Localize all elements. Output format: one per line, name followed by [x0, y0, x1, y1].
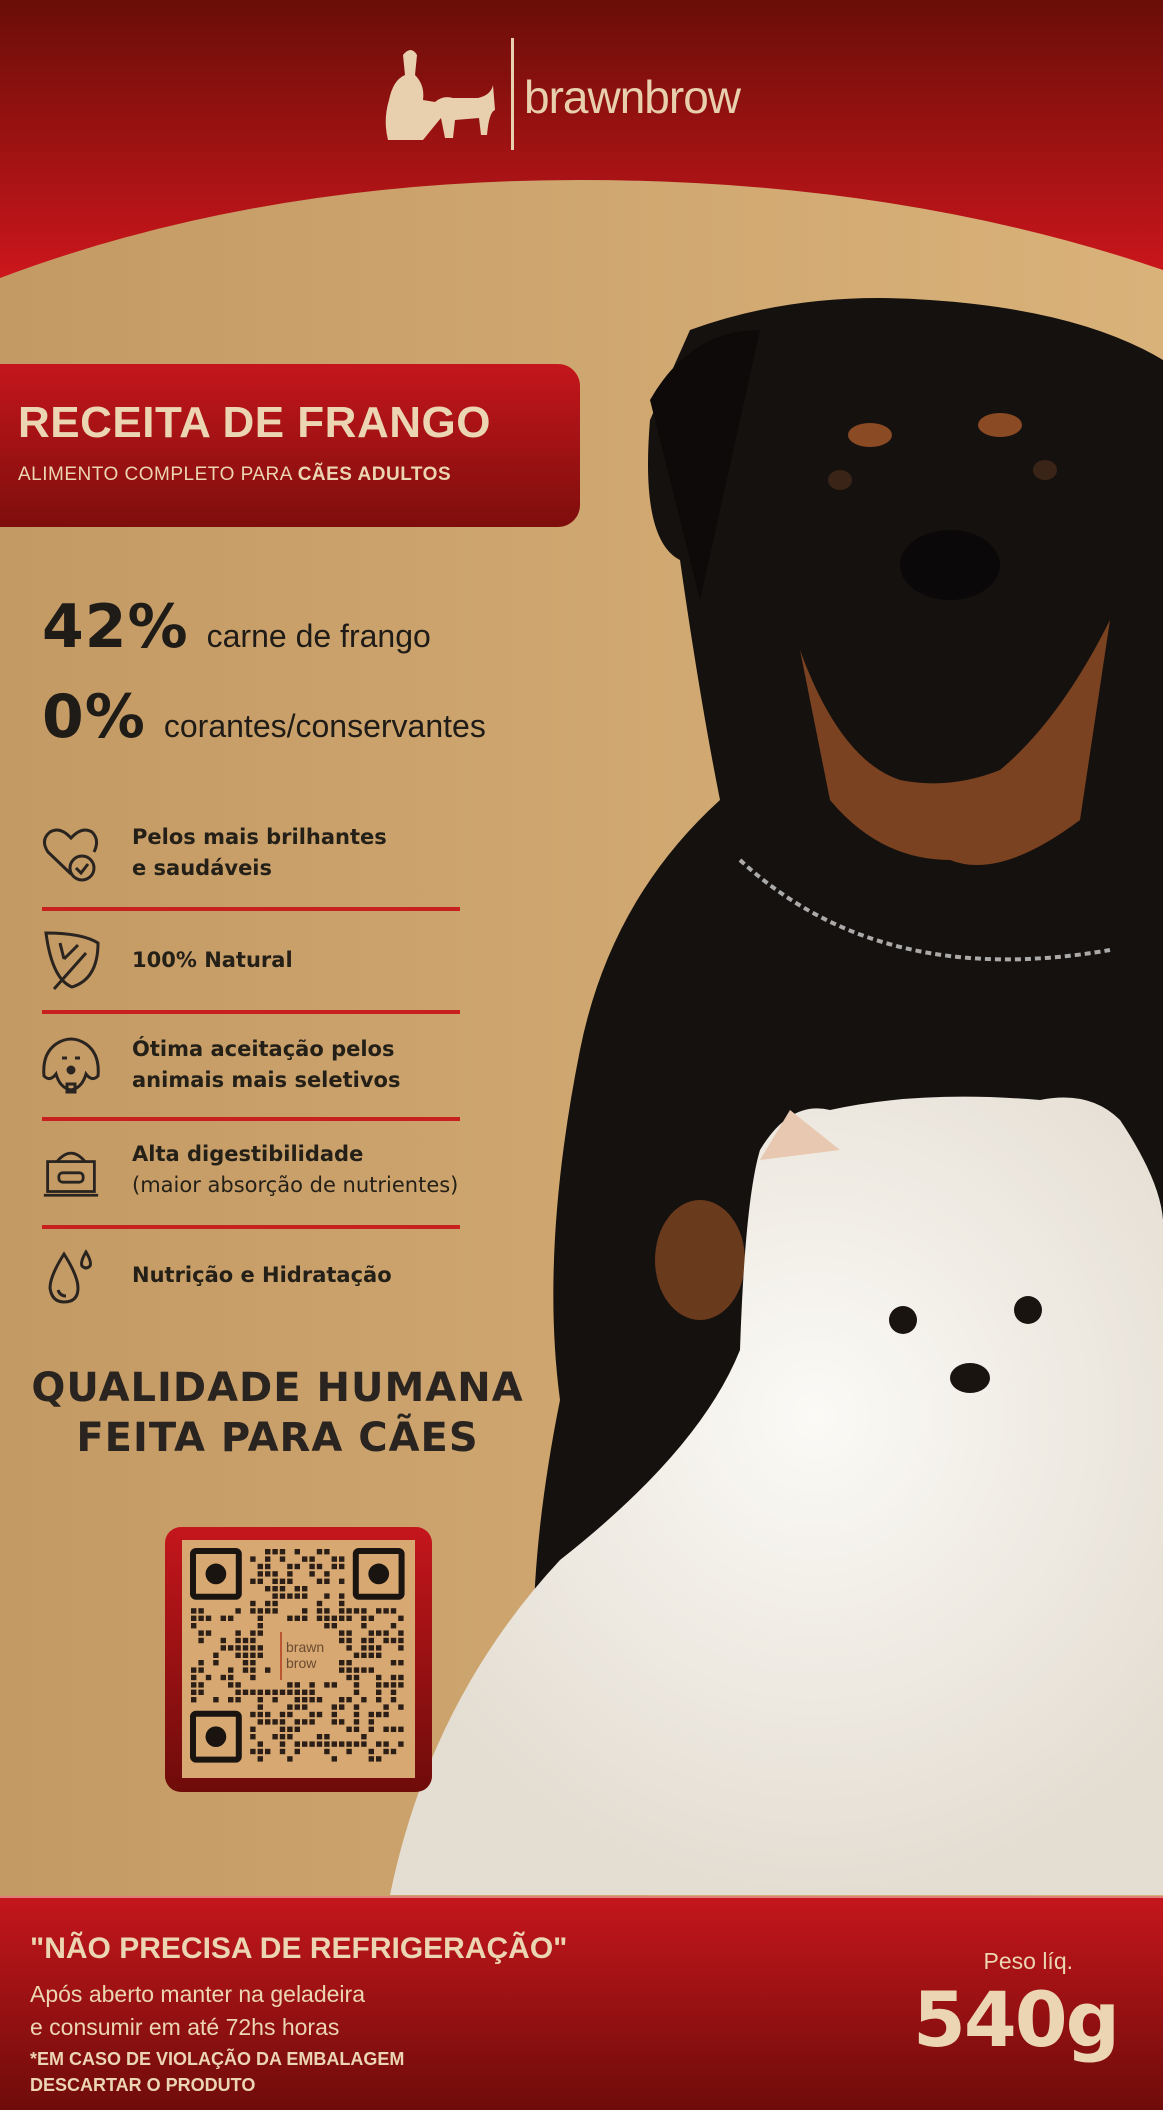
packaging-warning: *EM CASO DE VIOLAÇÃO DA EMBALAGEM DESCART… [30, 2046, 404, 2098]
stat-value: 0% [42, 682, 146, 752]
heart-check-icon [43, 828, 99, 882]
logo-divider [511, 38, 514, 150]
qr-finder [352, 1548, 405, 1600]
food-bowl-icon [43, 1151, 99, 1197]
no-refrigeration-headline: "NÃO PRECISA DE REFRIGERAÇÃO" [30, 1932, 568, 1965]
net-weight-label: Peso líq. [983, 1948, 1074, 1974]
tagline-line-1: QUALIDADE HUMANA [31, 1365, 524, 1411]
stat-additives: 0% corantes/conservantes [42, 682, 486, 752]
divider [42, 1010, 460, 1014]
warning-line-1: *EM CASO DE VIOLAÇÃO DA EMBALAGEM [30, 2049, 405, 2069]
feature-item: Pelos mais brilhantes e saudáveis [42, 818, 562, 888]
feature-line-1: Pelos mais brilhantes [132, 825, 387, 849]
recipe-title: RECEITA DE FRANGO [18, 398, 491, 447]
qr-brand-text: brawn [286, 1639, 324, 1655]
divider [42, 907, 460, 911]
stat-meat: 42% carne de frango [42, 592, 431, 662]
tagline-line-2: FEITA PARA CÃES [76, 1415, 479, 1461]
stat-value: 42% [42, 592, 189, 662]
storage-line-2: e consumir em até 72hs horas [30, 2014, 340, 2040]
recipe-banner [0, 364, 580, 527]
qr-code[interactable]: brawn brow [165, 1527, 432, 1792]
feature-item: Ótima aceitação pelos animais mais seleti… [42, 1030, 562, 1100]
stat-label: carne de frango [206, 618, 431, 654]
feature-item: Alta digestibilidade (maior absorção de n… [42, 1135, 562, 1205]
subtitle-prefix: ALIMENTO COMPLETO PARA [18, 464, 298, 485]
qr-finder [190, 1710, 242, 1763]
qr-finder [190, 1548, 242, 1600]
qr-brand-text: brow [286, 1655, 317, 1671]
warning-line-2: DESCARTAR O PRODUTO [30, 2075, 256, 2095]
feature-line-1: 100% Natural [132, 947, 293, 972]
brand-name: brawnbrow [524, 71, 741, 123]
divider [42, 1225, 460, 1229]
feature-line-1: Nutrição e Hidratação [132, 1262, 392, 1287]
feature-line-2: e saudáveis [132, 856, 273, 880]
subtitle-bold: CÃES ADULTOS [297, 464, 452, 485]
leaf-icon [44, 931, 100, 990]
feature-line-1: Ótima aceitação pelos [132, 1037, 395, 1061]
brand-logo-icon [385, 50, 495, 140]
water-drop-icon [48, 1249, 92, 1304]
recipe-subtitle: ALIMENTO COMPLETO PARA CÃES ADULTOS [18, 464, 451, 486]
feature-item: 100% Natural [42, 925, 562, 995]
feature-line-2: (maior absorção de nutrientes) [132, 1173, 459, 1197]
divider [42, 1117, 460, 1121]
storage-line-1: Após aberto manter na geladeira [30, 1981, 365, 2007]
net-weight-value: 540g [912, 1975, 1120, 2064]
pomeranian-photo [390, 1096, 1163, 1895]
feature-line-1: Alta digestibilidade [132, 1142, 364, 1166]
storage-instructions: Após aberto manter na geladeira e consumi… [30, 1978, 365, 2044]
stat-label: corantes/conservantes [163, 708, 486, 744]
footer-banner [0, 1896, 1163, 2110]
qr-pattern: brawnbrow [190, 1548, 405, 1763]
dog-face-icon [42, 1037, 100, 1094]
feature-item: Nutrição e Hidratação [42, 1240, 562, 1310]
feature-line-2: animais mais seletivos [132, 1068, 401, 1092]
